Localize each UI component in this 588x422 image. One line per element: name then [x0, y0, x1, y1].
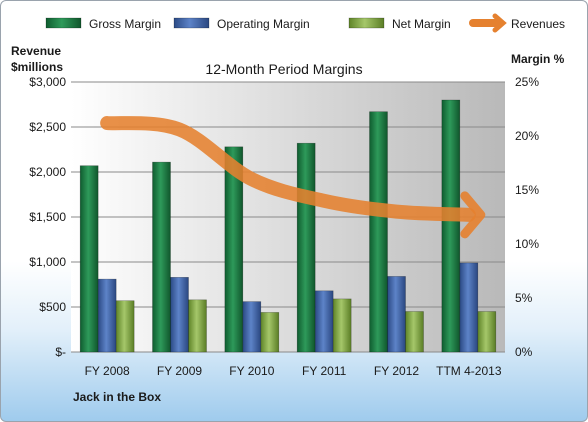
- bar: [79, 165, 99, 353]
- y-left-tick-label: $2,000: [29, 165, 66, 179]
- x-tick-label: FY 2010: [229, 364, 274, 378]
- y-right-tick-label: 20%: [515, 129, 539, 143]
- y-right-tick-label: 5%: [515, 291, 533, 305]
- y-left-tick-label: $1,500: [29, 210, 66, 224]
- bar: [296, 142, 316, 353]
- bar: [152, 161, 171, 353]
- y-left-tick-label: $-: [55, 345, 66, 359]
- legend-swatch: [348, 17, 385, 29]
- y-left-label-line1: Revenue: [11, 44, 61, 58]
- y-right-tick-label: 15%: [515, 183, 539, 197]
- y-left-tick-label: $1,000: [29, 255, 66, 269]
- bar: [115, 300, 135, 353]
- y-right-tick-label: 10%: [515, 237, 539, 251]
- bar: [387, 276, 406, 353]
- bar: [332, 298, 352, 353]
- bar: [314, 290, 334, 353]
- y-left-tick-label: $500: [39, 300, 66, 314]
- legend-swatch: [45, 17, 82, 29]
- bar: [97, 278, 117, 353]
- legend-label: Net Margin: [392, 17, 451, 31]
- bar: [242, 301, 262, 353]
- y-left-tick-label: $3,000: [29, 75, 66, 89]
- footer-label: Jack in the Box: [73, 390, 161, 404]
- legend: Gross Margin Operating Margin Net Margin Re…: [45, 13, 565, 33]
- gridlines: [71, 81, 505, 353]
- bar: [188, 299, 207, 353]
- y-left-label-line2: $millions: [11, 60, 63, 74]
- x-tick-label: FY 2012: [374, 364, 419, 378]
- revenues-line: [100, 116, 486, 239]
- y-right-tick-label: 0%: [515, 345, 533, 359]
- x-tick-label: FY 2008: [85, 364, 130, 378]
- bar: [369, 111, 388, 353]
- bar: [405, 311, 424, 353]
- legend-swatch: [173, 17, 210, 29]
- y-right-tick-label: 25%: [515, 75, 539, 89]
- x-tick-label: FY 2011: [302, 364, 347, 378]
- y-right-label: Margin %: [511, 52, 565, 66]
- x-tick-label: FY 2009: [157, 364, 202, 378]
- bar: [459, 262, 479, 353]
- bar: [260, 312, 280, 353]
- revenues-line-path: [100, 116, 476, 222]
- chart-title: 12-Month Period Margins: [205, 61, 362, 77]
- revenues-line-arrowhead: [460, 191, 486, 239]
- bar: [477, 311, 497, 353]
- legend-label: Gross Margin: [89, 17, 161, 31]
- axes: $- $500 $1,000 $1,500 $2,000 $2,500 $3,000 0% 5%…: [29, 75, 539, 378]
- legend-label: Operating Margin: [217, 17, 310, 31]
- legend-label: Revenues: [511, 17, 565, 31]
- legend-swatch-arrow: [492, 13, 507, 33]
- bar: [170, 276, 189, 353]
- bar: [441, 99, 461, 353]
- y-left-tick-label: $2,500: [29, 120, 66, 134]
- x-tick-label: TTM 4-2013: [436, 364, 502, 378]
- bar: [224, 146, 244, 353]
